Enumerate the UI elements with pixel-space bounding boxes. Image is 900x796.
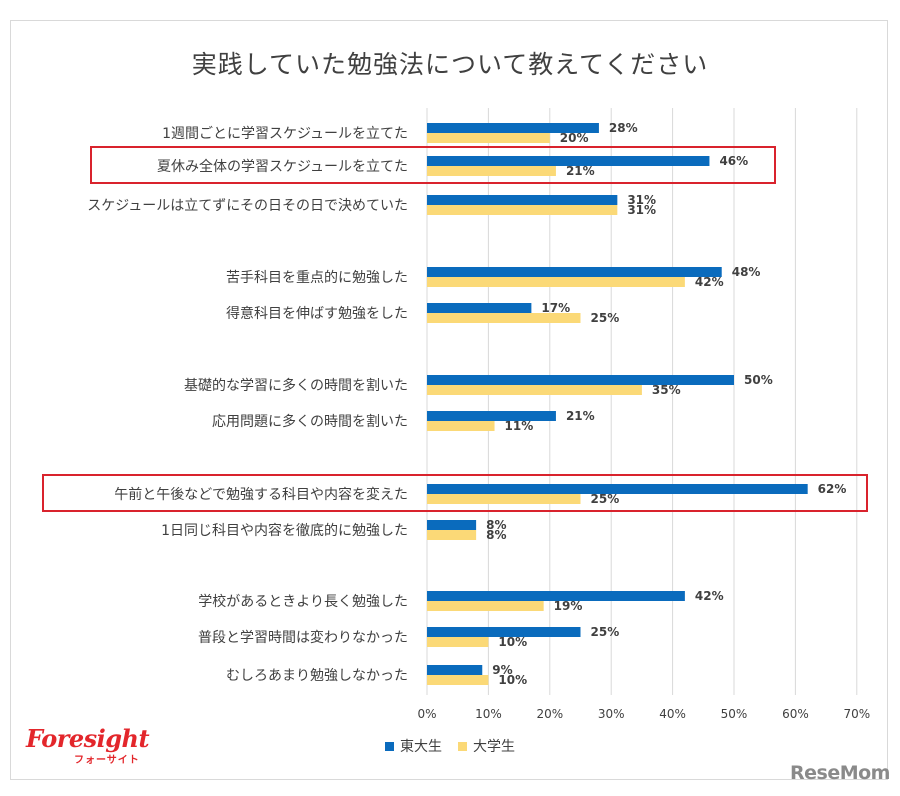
category-label: 午前と午後などで勉強する科目や内容を変えた [114, 486, 408, 503]
bar-daigakusei [427, 601, 544, 611]
bar-daigakusei [427, 313, 581, 323]
data-label: 8% [486, 528, 506, 542]
legend-label-daigakusei: 大学生 [473, 739, 515, 755]
bar-daigakusei [427, 133, 550, 143]
data-label: 19% [554, 599, 583, 613]
bar-daigakusei [427, 421, 495, 431]
category-label: 1週間ごとに学習スケジュールを立てた [162, 126, 408, 142]
highlight-box-morning-afternoon [42, 474, 868, 512]
bar-todai [427, 303, 532, 313]
bar-daigakusei [427, 637, 489, 647]
x-tick-label: 30% [598, 707, 625, 721]
bar-todai [427, 156, 710, 166]
legend-item-todai: 東大生 [385, 736, 442, 756]
x-tick-label: 70% [843, 707, 870, 721]
category-label: スケジュールは立てずにその日その日で決めていた [87, 198, 408, 214]
bar-todai [427, 591, 685, 601]
chart-title: 実践していた勉強法について教えてください [191, 50, 709, 79]
data-label: 42% [695, 589, 724, 603]
bar-todai [427, 665, 483, 675]
legend-swatch-daigakusei [458, 741, 467, 751]
bar-daigakusei [427, 166, 556, 176]
data-label: 10% [498, 673, 527, 687]
category-label: 応用問題に多くの時間を割いた [212, 413, 408, 430]
bar-todai [427, 123, 599, 133]
bar-todai [427, 267, 722, 277]
legend-item-daigakusei: 大学生 [458, 736, 515, 756]
data-label: 17% [541, 301, 570, 315]
data-label: 48% [732, 265, 761, 279]
bar-daigakusei [427, 494, 581, 504]
category-label: 1日同じ科目や内容を徹底的に勉強した [161, 522, 408, 539]
legend: 東大生 大学生 [385, 736, 515, 756]
data-label: 10% [498, 635, 527, 649]
bar-daigakusei [427, 277, 685, 287]
data-label: 8% [486, 518, 506, 532]
x-tick-label: 60% [782, 707, 809, 721]
x-tick-label: 20% [536, 707, 563, 721]
data-label: 62% [818, 482, 847, 496]
data-label: 21% [566, 164, 595, 178]
category-label: むしろあまり勉強しなかった [226, 668, 408, 684]
x-tick-label: 40% [659, 707, 686, 721]
bar-daigakusei [427, 385, 642, 395]
data-label: 25% [591, 625, 620, 639]
x-tick-label: 0% [417, 707, 436, 721]
resemom-watermark: ReseMom [790, 762, 890, 784]
x-tick-label: 10% [475, 707, 502, 721]
category-label: 学校があるときより長く勉強した [198, 593, 408, 610]
x-tick-label: 50% [721, 707, 748, 721]
bar-todai [427, 627, 581, 637]
foresight-logo: Foresight フォーサイト [26, 724, 150, 767]
bar-todai [427, 520, 477, 530]
legend-label-todai: 東大生 [400, 739, 442, 755]
category-label: 基礎的な学習に多くの時間を割いた [184, 377, 408, 394]
bar-daigakusei [427, 675, 489, 685]
bar-todai [427, 484, 808, 494]
logo-main-text: Foresight [26, 724, 150, 753]
data-label: 28% [609, 121, 638, 135]
bar-daigakusei [427, 205, 618, 215]
legend-swatch-todai [385, 741, 394, 751]
data-label: 50% [744, 373, 773, 387]
data-label: 42% [695, 275, 724, 289]
data-label: 20% [560, 131, 589, 145]
category-label: 夏休み全体の学習スケジュールを立てた [157, 158, 408, 175]
data-label: 11% [505, 419, 534, 433]
logo-sub-text: フォーサイト [74, 755, 140, 766]
data-label: 31% [627, 203, 656, 217]
data-label: 9% [492, 663, 512, 677]
category-label: 得意科目を伸ばす勉強をした [226, 305, 408, 322]
data-label: 35% [652, 383, 681, 397]
highlight-box-summer-schedule [90, 146, 776, 184]
category-label: 苦手科目を重点的に勉強した [226, 270, 408, 286]
category-label: 普段と学習時間は変わりなかった [198, 629, 408, 646]
data-label: 25% [591, 311, 620, 325]
bar-todai [427, 375, 734, 385]
data-label: 31% [627, 193, 656, 207]
data-label: 46% [719, 154, 748, 168]
bar-todai [427, 195, 618, 205]
bar-daigakusei [427, 530, 477, 540]
data-label: 25% [591, 492, 620, 506]
data-label: 21% [566, 409, 595, 423]
bar-todai [427, 411, 556, 421]
